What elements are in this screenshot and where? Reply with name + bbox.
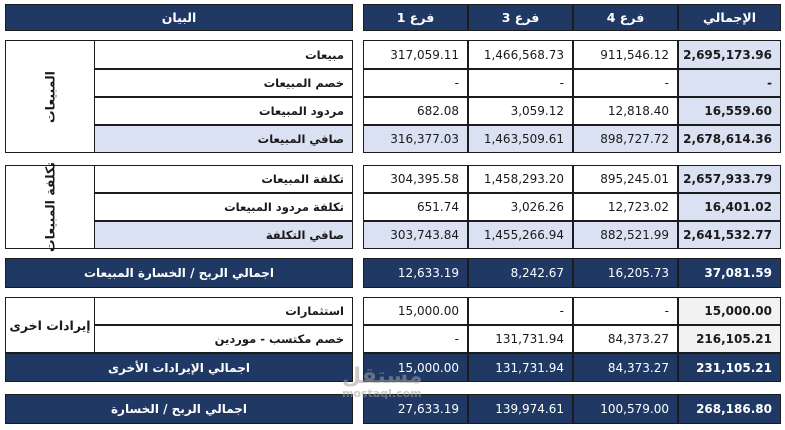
net-profit-b1: 27,633.19 [363,394,468,424]
row-label-sales: مبيعات [94,40,353,69]
header-branch-1: فرع 1 [363,4,468,31]
header-total: الإجمالي [678,4,781,31]
row-label-cost-returns: تكلفة مردود المبيعات [94,193,353,221]
header-branch-3: فرع 3 [468,4,573,31]
net-cost-b1: 303,743.84 [363,221,468,249]
header-description: البيان [5,4,353,31]
other-revenue-total-total: 231,105.21 [678,353,781,382]
row-label-sales-returns: مردود المبيعات [94,97,353,125]
sales-discount-b4: - [573,69,678,97]
other-revenue-total-b1: 15,000.00 [363,353,468,382]
supplier-discount-b3: 131,731.94 [468,325,573,353]
other-revenue-total-label: اجمالي الإيرادات الأخرى [5,353,353,382]
sales-group-label: المبيعات [5,40,95,153]
sales-discount-b3: - [468,69,573,97]
net-cost-total: 2,641,532.77 [678,221,781,249]
cost-returns-b3: 3,026.26 [468,193,573,221]
gross-profit-total: 37,081.59 [678,258,781,288]
investments-b3: - [468,297,573,325]
cost-returns-total: 16,401.02 [678,193,781,221]
investments-total: 15,000.00 [678,297,781,325]
row-label-sales-discount: خصم المبيعات [94,69,353,97]
sales-discount-total: - [678,69,781,97]
sales-returns-total: 16,559.60 [678,97,781,125]
cost-returns-b1: 651.74 [363,193,468,221]
other-revenue-total-b4: 84,373.27 [573,353,678,382]
net-sales-b4: 898,727.72 [573,125,678,153]
investments-b4: - [573,297,678,325]
gross-profit-b3: 8,242.67 [468,258,573,288]
investments-b1: 15,000.00 [363,297,468,325]
sales-discount-b1: - [363,69,468,97]
sales-returns-b3: 3,059.12 [468,97,573,125]
row-label-net-cost: صافي التكلفة [94,221,353,249]
net-profit-b4: 100,579.00 [573,394,678,424]
cost-b1: 304,395.58 [363,165,468,193]
sales-b3: 1,466,568.73 [468,40,573,69]
net-profit-b3: 139,974.61 [468,394,573,424]
cost-returns-b4: 12,723.02 [573,193,678,221]
other-revenue-total-b3: 131,731.94 [468,353,573,382]
net-sales-total: 2,678,614.36 [678,125,781,153]
sales-returns-b1: 682.08 [363,97,468,125]
net-profit-label: اجمالي الربح / الخسارة [5,394,353,424]
net-sales-b3: 1,463,509.61 [468,125,573,153]
supplier-discount-total: 216,105.21 [678,325,781,353]
other-revenue-group-label: إيرادات اخرى [5,297,95,353]
sales-b1: 317,059.11 [363,40,468,69]
sales-returns-b4: 12,818.40 [573,97,678,125]
gross-profit-label: اجمالي الربح / الخسارة المبيعات [5,258,353,288]
sales-b4: 911,546.12 [573,40,678,69]
row-label-cost-of-sales: تكلفة المبيعات [94,165,353,193]
cost-group-label: تكلفة المبيعات [5,162,95,252]
net-sales-b1: 316,377.03 [363,125,468,153]
net-cost-b3: 1,455,266.94 [468,221,573,249]
cost-total: 2,657,933.79 [678,165,781,193]
row-label-supplier-discount: خصم مكتسب - موردين [94,325,353,353]
supplier-discount-b4: 84,373.27 [573,325,678,353]
net-profit-total: 268,186.80 [678,394,781,424]
gross-profit-b1: 12,633.19 [363,258,468,288]
cost-b3: 1,458,293.20 [468,165,573,193]
sales-total: 2,695,173.96 [678,40,781,69]
supplier-discount-b1: - [363,325,468,353]
header-branch-4: فرع 4 [573,4,678,31]
net-cost-b4: 882,521.99 [573,221,678,249]
row-label-investments: استثمارات [94,297,353,325]
cost-b4: 895,245.01 [573,165,678,193]
row-label-net-sales: صافي المبيعات [94,125,353,153]
gross-profit-b4: 16,205.73 [573,258,678,288]
